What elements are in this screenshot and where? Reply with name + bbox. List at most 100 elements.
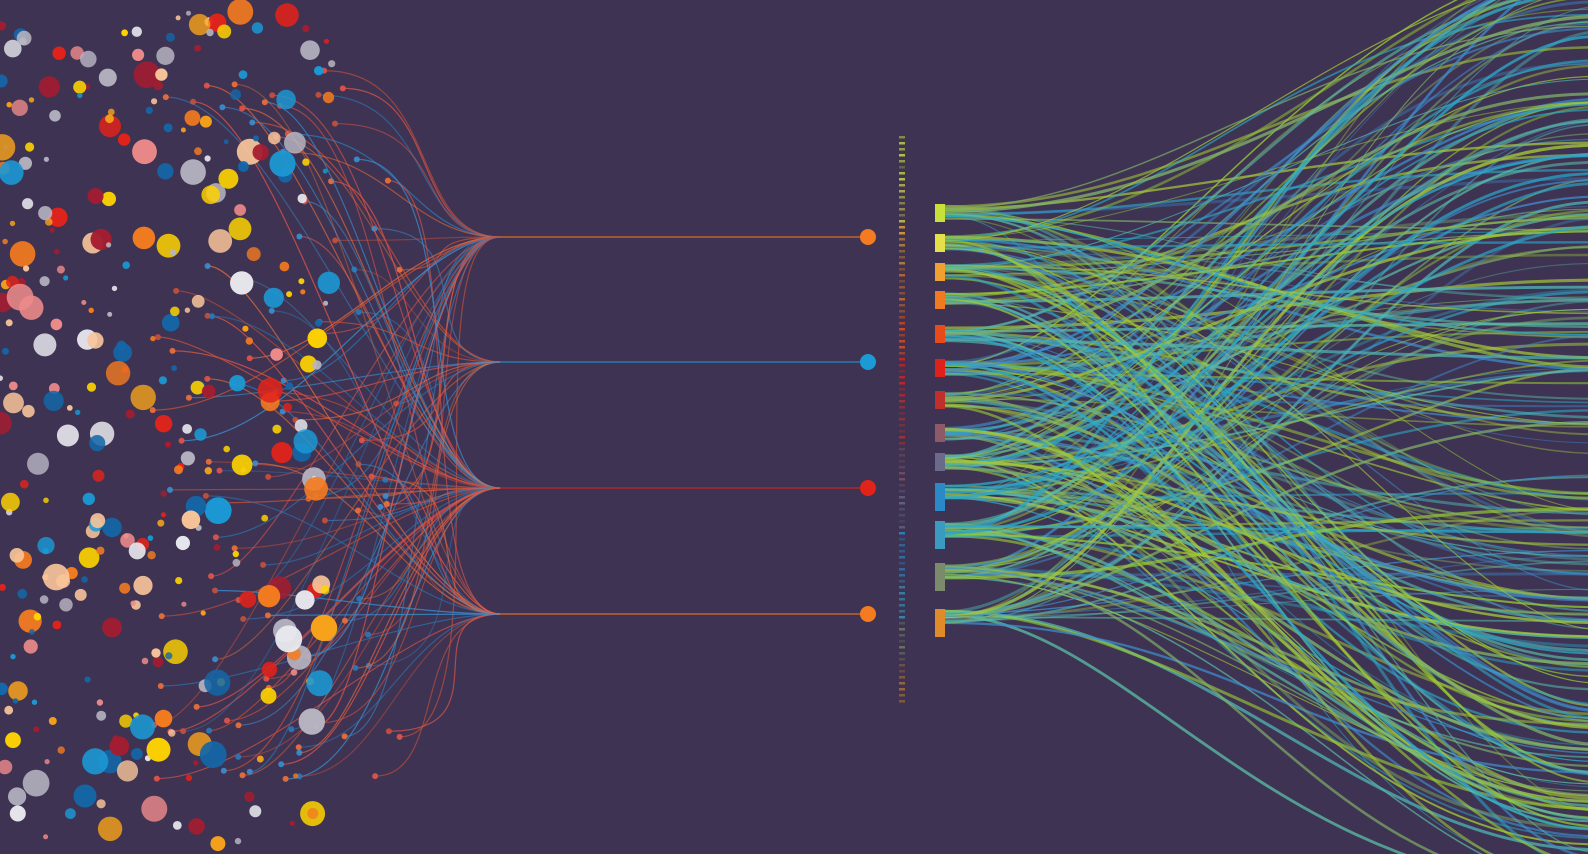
data-dot (132, 226, 156, 250)
data-dot (25, 142, 35, 152)
data-dot (184, 110, 201, 126)
data-dot (0, 74, 8, 88)
hub-nodes (860, 229, 876, 622)
flow-strand (944, 25, 1588, 210)
curve-origin-dot (240, 616, 247, 622)
curve-origin-dot (355, 461, 362, 468)
data-dot (252, 144, 269, 161)
data-dot (261, 661, 278, 678)
data-dot (286, 291, 293, 298)
category-bar (935, 483, 945, 511)
ticker-mark (899, 460, 905, 463)
ticker-mark (899, 352, 905, 355)
curve-origin-dot (205, 458, 212, 465)
flow-strand (944, 567, 1588, 726)
data-dot (43, 156, 50, 162)
curve-origin-dot (269, 92, 276, 99)
ticker-mark (899, 682, 905, 685)
curve-origin-dot (315, 91, 322, 98)
data-dot (0, 682, 8, 696)
data-dot (131, 748, 143, 760)
curve-origin-dot (235, 722, 242, 729)
data-dot (204, 497, 232, 524)
flow-strand (944, 393, 1588, 408)
data-dot (57, 746, 65, 754)
data-dot (96, 799, 106, 809)
data-dot (18, 156, 32, 170)
fan-in-curve (287, 133, 501, 238)
data-dot (6, 283, 34, 311)
data-dot (232, 550, 239, 558)
fan-in-curve (181, 236, 501, 442)
flow-strand (944, 334, 1588, 655)
curve-origin-dot (384, 177, 391, 184)
data-dot (257, 377, 283, 403)
flow-strand (944, 215, 1588, 269)
data-dot (97, 816, 123, 841)
fan-in-curve (299, 487, 501, 754)
flow-strand (944, 296, 1588, 773)
curve-origin-dot (212, 534, 219, 541)
curve-origin-dot (332, 237, 339, 244)
data-dot (86, 382, 97, 392)
fan-in-curve (361, 361, 501, 441)
ticker-mark (899, 496, 905, 499)
fan-in-curve (388, 613, 501, 732)
flow-strand (944, 613, 1408, 854)
data-dot (49, 110, 61, 122)
data-dot (0, 21, 6, 31)
data-dot (87, 188, 104, 205)
data-dot (98, 68, 117, 87)
ticker-mark (899, 346, 905, 349)
fan-in-curve (285, 487, 501, 780)
flow-strand (944, 266, 1588, 328)
ticker-mark (899, 316, 905, 319)
data-dot (133, 61, 161, 89)
data-dot (22, 198, 34, 210)
ticker-mark (899, 310, 905, 313)
data-dot (244, 791, 255, 802)
ticker-mark (899, 298, 905, 301)
curve-origin-dot (339, 85, 346, 92)
data-dot (191, 294, 205, 308)
data-dot (23, 265, 30, 272)
ticker-mark (899, 190, 905, 193)
data-dot (0, 759, 13, 775)
ticker-mark (899, 448, 905, 451)
data-dot (163, 639, 188, 664)
data-dot (33, 612, 42, 621)
flow-strand (944, 567, 1588, 754)
data-dot (33, 726, 40, 733)
data-dot (73, 80, 87, 94)
data-dot (75, 409, 81, 416)
curve-origin-dot (372, 773, 379, 780)
ticker-mark (899, 694, 905, 697)
data-dot (268, 131, 281, 145)
ticker-mark (899, 376, 905, 379)
curve-origin-dot (185, 394, 192, 401)
ticker-mark (899, 550, 905, 553)
curve-origin-dot (396, 266, 403, 273)
flow-strand (944, 0, 1497, 460)
data-dot (185, 774, 193, 782)
data-dot (307, 328, 328, 349)
data-dot (17, 588, 28, 599)
data-dot (180, 159, 206, 185)
data-dot (49, 227, 55, 233)
curve-origin-dot (239, 105, 246, 112)
data-dot (275, 625, 303, 653)
ticker-mark (899, 214, 905, 217)
flow-strand (944, 106, 1588, 574)
data-dot (171, 365, 178, 371)
data-dot (234, 837, 242, 845)
data-dot (249, 805, 262, 818)
data-dot (81, 300, 87, 305)
curve-origin-dot (204, 375, 211, 382)
data-dot (22, 404, 35, 418)
data-dot (228, 217, 252, 241)
data-dot (42, 547, 49, 554)
ticker-mark (899, 382, 905, 385)
fan-in-curve (170, 487, 501, 733)
fan-in-curve (334, 123, 501, 238)
data-dot (164, 441, 172, 448)
